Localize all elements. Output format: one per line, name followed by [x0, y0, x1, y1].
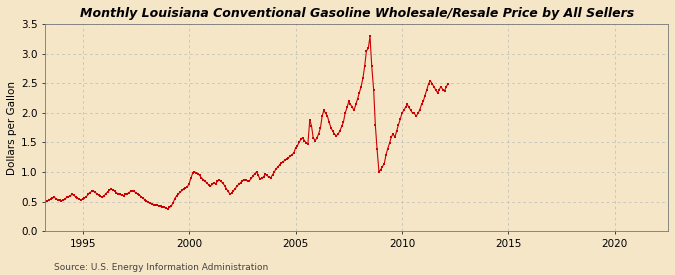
Y-axis label: Dollars per Gallon: Dollars per Gallon	[7, 81, 17, 175]
Title: Monthly Louisiana Conventional Gasoline Wholesale/Resale Price by All Sellers: Monthly Louisiana Conventional Gasoline …	[80, 7, 634, 20]
Text: Source: U.S. Energy Information Administration: Source: U.S. Energy Information Administ…	[54, 263, 268, 272]
